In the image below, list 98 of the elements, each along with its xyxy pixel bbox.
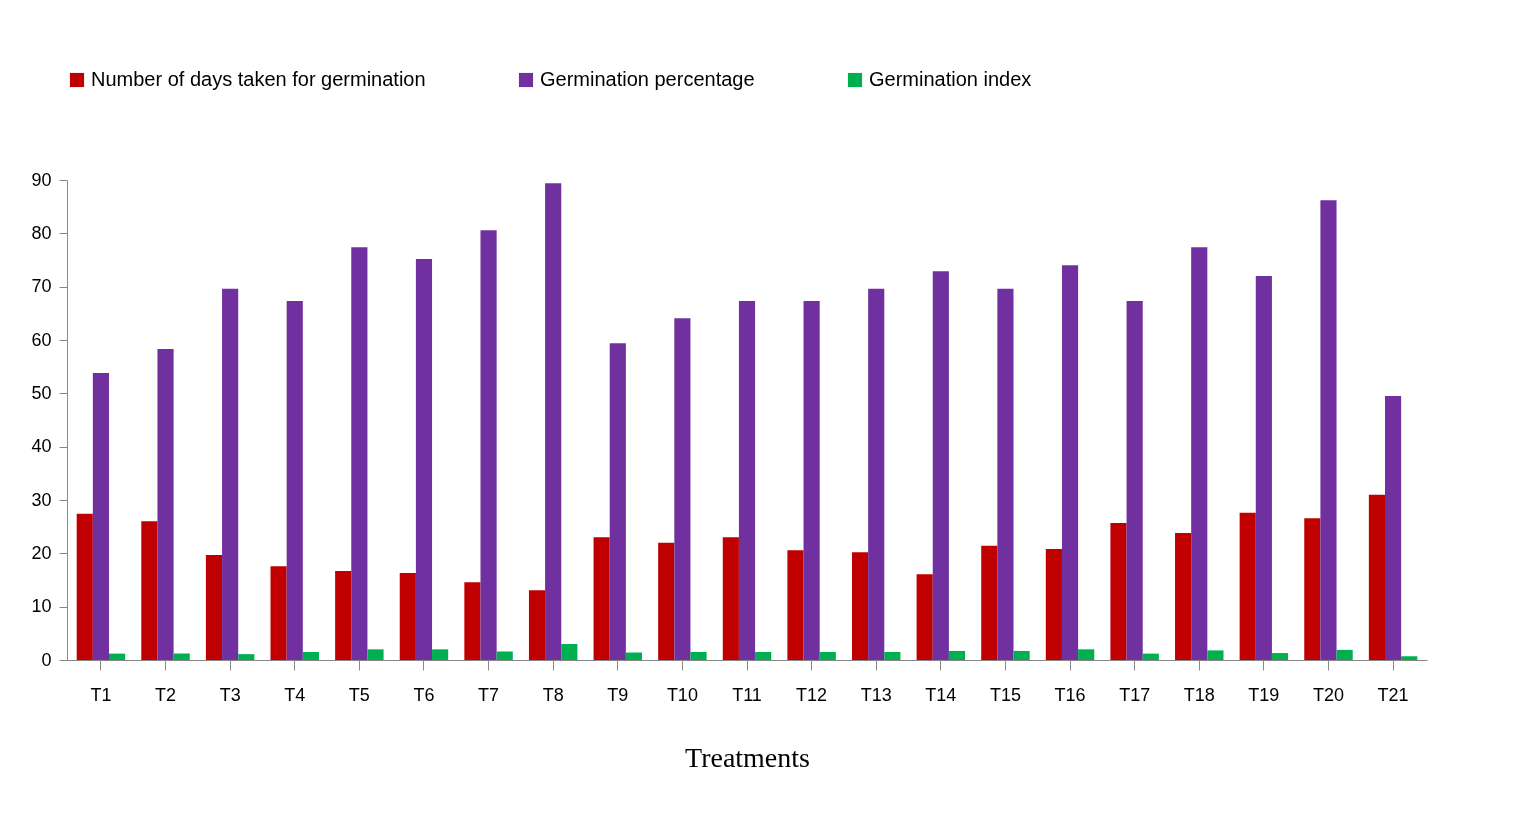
bar (1368, 494, 1385, 660)
x-tick-label: T1 (90, 684, 112, 705)
bar (157, 349, 174, 660)
bar (415, 258, 433, 660)
bar (1013, 650, 1030, 660)
x-tick-label: T6 (413, 684, 435, 705)
bar (1336, 649, 1353, 660)
bar (787, 550, 804, 660)
bar (367, 649, 384, 660)
bar (981, 545, 998, 660)
y-tick-label: 20 (31, 542, 52, 563)
bar (1110, 522, 1127, 660)
legend-label: Number of days taken for germination (91, 68, 426, 90)
bar (658, 542, 675, 660)
bar (109, 653, 126, 660)
x-tick-label: T11 (732, 684, 762, 705)
bar (561, 644, 578, 660)
x-tick-label: T5 (348, 684, 370, 705)
x-tick-label: T2 (155, 684, 177, 705)
x-axis-title: Treatments (685, 741, 810, 773)
bar (1191, 247, 1208, 660)
bar (335, 570, 352, 660)
x-tick-label: T20 (1312, 684, 1344, 705)
bar (932, 271, 949, 660)
bar (1401, 656, 1418, 660)
bar (997, 288, 1014, 660)
bar (819, 652, 836, 660)
bar (609, 343, 626, 660)
bar (674, 318, 691, 660)
x-tick-label: T12 (796, 684, 828, 705)
x-tick-label: T21 (1377, 684, 1409, 705)
bar (738, 301, 756, 660)
x-tick-label: T14 (925, 684, 957, 705)
bar (545, 183, 562, 660)
y-tick-label: 40 (31, 436, 52, 457)
bar (1239, 512, 1256, 660)
legend-label: Germination index (869, 68, 1032, 90)
bar (625, 652, 643, 660)
bar (528, 590, 546, 660)
y-tick-label: 30 (31, 489, 52, 510)
bar (690, 652, 707, 660)
bar (1126, 301, 1143, 660)
bar (803, 301, 820, 660)
bar (222, 288, 239, 660)
x-tick-label: T4 (284, 684, 306, 705)
x-tick-label: T7 (478, 684, 500, 705)
bar (76, 513, 93, 660)
y-tick-label: 60 (31, 329, 52, 350)
x-tick-label: T19 (1248, 684, 1280, 705)
bar (868, 288, 885, 660)
x-tick-label: T8 (542, 684, 564, 705)
bar (238, 654, 255, 660)
x-tick-label: T18 (1183, 684, 1215, 705)
x-tick-label: T13 (860, 684, 892, 705)
x-tick-label: T10 (666, 684, 698, 705)
x-tick-label: T3 (219, 684, 241, 705)
bar (399, 573, 416, 660)
bar (1175, 533, 1192, 660)
bar (480, 230, 497, 660)
y-tick-label: 80 (31, 222, 52, 243)
bar (1142, 653, 1159, 660)
bar (464, 582, 481, 660)
bar (1255, 276, 1272, 660)
bar (351, 247, 368, 660)
y-tick-label: 50 (31, 382, 52, 403)
bar (270, 566, 287, 660)
bar (286, 301, 303, 660)
bar (948, 650, 966, 660)
legend-label: Germination percentage (540, 68, 755, 90)
bar (205, 554, 223, 660)
bar (916, 574, 933, 660)
x-tick-label: T9 (607, 684, 629, 705)
x-tick-label: T15 (989, 684, 1021, 705)
bar (851, 552, 869, 660)
x-tick-label: T16 (1054, 684, 1086, 705)
bar (1385, 396, 1402, 660)
y-tick-label: 0 (41, 649, 52, 670)
y-tick-label: 70 (31, 276, 52, 297)
bar (1078, 649, 1095, 660)
bar (1304, 518, 1321, 660)
bar (302, 652, 319, 660)
bar (432, 649, 449, 660)
bar (173, 653, 190, 660)
bar (755, 652, 772, 660)
bar (1271, 653, 1289, 660)
bar (884, 652, 901, 660)
bar (1061, 265, 1079, 660)
y-tick-label: 10 (31, 596, 52, 617)
bar (141, 521, 158, 660)
bar (593, 537, 610, 660)
bar (92, 373, 109, 660)
bar (496, 651, 513, 660)
bar (1320, 200, 1337, 660)
bar (722, 537, 739, 660)
bar (1045, 549, 1062, 660)
y-tick-label: 90 (31, 169, 52, 190)
bar (1207, 650, 1224, 660)
x-tick-label: T17 (1119, 684, 1151, 705)
